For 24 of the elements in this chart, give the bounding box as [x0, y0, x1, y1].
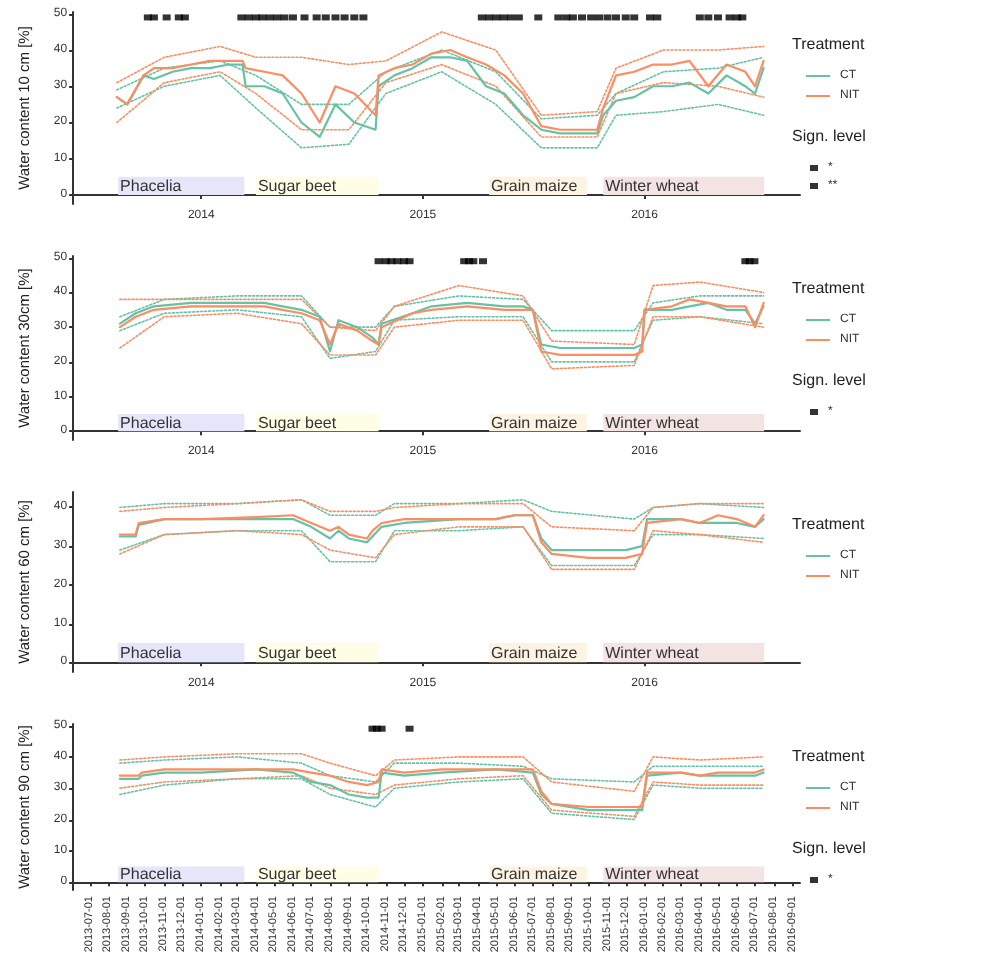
band-label: Phacelia — [120, 643, 183, 662]
band-label: Grain maize — [491, 176, 579, 195]
band-label: Grain maize — [491, 413, 579, 432]
line-series — [119, 498, 765, 520]
band-label: Phacelia — [120, 176, 183, 195]
annotation: Sign. level — [792, 371, 867, 389]
band-label: Sugar beet — [257, 643, 338, 662]
band-label: Winter wheat — [605, 643, 701, 662]
band-label: Grain maize — [491, 643, 579, 662]
band-label: Sugar beet — [257, 865, 338, 884]
annotation: Sign. level — [792, 127, 867, 145]
band-label: Sugar beet — [257, 413, 338, 432]
band-label: Grain maize — [491, 865, 579, 884]
legend-title: Treatment — [792, 35, 866, 53]
band-label: Phacelia — [120, 413, 183, 432]
band-label: Winter wheat — [605, 865, 701, 884]
legend-title: Treatment — [792, 747, 866, 765]
legend-title: Treatment — [792, 279, 866, 297]
band-label: Phacelia — [120, 865, 183, 884]
legend-title: Treatment — [792, 515, 866, 533]
band-label: Winter wheat — [605, 176, 701, 195]
band-label: Winter wheat — [605, 413, 701, 432]
annotation: Sign. level — [792, 839, 867, 857]
band-label: Sugar beet — [257, 176, 338, 195]
